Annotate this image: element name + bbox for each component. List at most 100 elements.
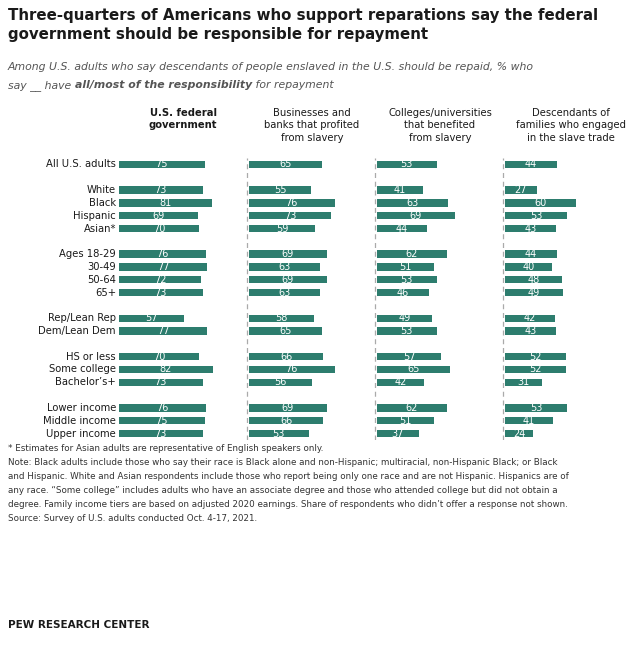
Text: 65: 65 (408, 364, 420, 375)
Text: 27: 27 (515, 185, 527, 195)
Text: 40: 40 (522, 262, 534, 272)
Text: 63: 63 (278, 262, 291, 272)
Text: 52: 52 (529, 364, 542, 375)
Text: 69: 69 (410, 211, 422, 221)
Bar (505, 353, 566, 360)
Text: 82: 82 (160, 364, 172, 375)
Bar (505, 404, 568, 411)
Text: 56: 56 (275, 377, 287, 388)
Bar (505, 378, 541, 386)
Text: 73: 73 (284, 211, 296, 221)
Bar (377, 187, 423, 194)
Text: 24: 24 (513, 428, 525, 439)
Bar (249, 353, 323, 360)
Bar (119, 314, 184, 322)
Text: 41: 41 (394, 185, 406, 195)
Bar (119, 250, 206, 258)
Bar (505, 250, 557, 258)
Text: 76: 76 (285, 198, 298, 208)
Text: 62: 62 (406, 249, 418, 259)
Text: 69: 69 (282, 275, 294, 284)
Bar (249, 225, 316, 232)
Bar (249, 404, 327, 411)
Bar (377, 276, 436, 283)
Text: All U.S. adults: All U.S. adults (46, 159, 116, 169)
Bar (249, 378, 312, 386)
Text: 55: 55 (274, 185, 286, 195)
Bar (377, 250, 447, 258)
Text: 44: 44 (525, 249, 537, 259)
Text: 57: 57 (403, 352, 415, 362)
Text: HS or less: HS or less (67, 352, 116, 362)
Text: 43: 43 (524, 224, 536, 233)
Bar (377, 289, 429, 296)
Text: 73: 73 (155, 288, 167, 297)
Text: Some college: Some college (49, 364, 116, 375)
Text: 65: 65 (280, 326, 292, 336)
Text: 77: 77 (157, 262, 170, 272)
Bar (377, 353, 441, 360)
Text: Hispanic: Hispanic (73, 211, 116, 221)
Text: 77: 77 (157, 326, 170, 336)
Text: 53: 53 (401, 159, 413, 169)
Text: 75: 75 (156, 416, 168, 426)
Text: 51: 51 (399, 262, 412, 272)
Text: Descendants of
families who engaged
in the slave trade: Descendants of families who engaged in t… (516, 108, 626, 143)
Text: 81: 81 (159, 198, 172, 208)
Text: 70: 70 (153, 224, 165, 233)
Text: Note: Black adults include those who say their race is Black alone and non-Hispa: Note: Black adults include those who say… (8, 458, 557, 467)
Bar (119, 430, 202, 437)
Bar (377, 263, 435, 271)
Text: 53: 53 (273, 428, 285, 439)
Bar (119, 353, 199, 360)
Text: 52: 52 (529, 352, 542, 362)
Text: 65+: 65+ (95, 288, 116, 297)
Bar (249, 263, 320, 271)
Text: 69: 69 (282, 403, 294, 413)
Text: PEW RESEARCH CENTER: PEW RESEARCH CENTER (8, 620, 150, 630)
Text: 37: 37 (392, 428, 404, 439)
Bar (119, 212, 198, 220)
Bar (249, 161, 322, 168)
Text: any race. “Some college” includes adults who have an associate degree and those : any race. “Some college” includes adults… (8, 486, 557, 495)
Text: 41: 41 (523, 416, 535, 426)
Bar (377, 365, 450, 373)
Bar (505, 225, 556, 232)
Bar (505, 327, 556, 335)
Text: 49: 49 (399, 313, 411, 323)
Text: Upper income: Upper income (46, 428, 116, 439)
Text: 63: 63 (278, 288, 291, 297)
Bar (505, 199, 576, 207)
Bar (249, 212, 332, 220)
Text: 66: 66 (280, 352, 292, 362)
Text: Rep/Lean Rep: Rep/Lean Rep (48, 313, 116, 323)
Bar (119, 225, 199, 232)
Bar (505, 187, 537, 194)
Bar (119, 187, 202, 194)
Text: 44: 44 (525, 159, 537, 169)
Bar (505, 430, 533, 437)
Text: Bachelor’s+: Bachelor’s+ (55, 377, 116, 388)
Bar (505, 161, 557, 168)
Text: 31: 31 (517, 377, 529, 388)
Text: and Hispanic. White and Asian respondents include those who report being only on: and Hispanic. White and Asian respondent… (8, 472, 569, 481)
Bar (505, 276, 562, 283)
Bar (377, 212, 455, 220)
Text: 53: 53 (530, 211, 543, 221)
Text: 44: 44 (396, 224, 408, 233)
Bar (505, 263, 552, 271)
Bar (377, 199, 448, 207)
Text: say __ have: say __ have (8, 80, 75, 91)
Bar (249, 289, 320, 296)
Text: all/most of the responsibility: all/most of the responsibility (75, 80, 252, 90)
Text: 53: 53 (401, 275, 413, 284)
Text: 51: 51 (399, 416, 412, 426)
Text: Middle income: Middle income (43, 416, 116, 426)
Text: 42: 42 (394, 377, 407, 388)
Bar (249, 199, 335, 207)
Text: Black: Black (89, 198, 116, 208)
Bar (119, 365, 213, 373)
Text: 46: 46 (397, 288, 409, 297)
Bar (377, 430, 419, 437)
Bar (377, 161, 436, 168)
